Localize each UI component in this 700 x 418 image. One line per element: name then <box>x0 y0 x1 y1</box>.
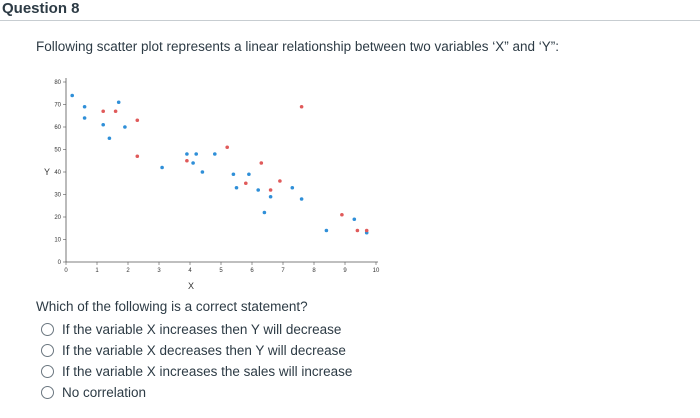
answer-option-label: If the variable X increases then Y will … <box>62 322 342 337</box>
scatter-point <box>256 188 260 192</box>
question-title: Question 8 <box>2 0 80 17</box>
scatter-point <box>123 125 127 129</box>
y-axis-label: Y <box>44 167 50 177</box>
answer-options: If the variable X increases then Y will … <box>41 319 352 403</box>
scatter-point <box>278 179 282 183</box>
scatter-point <box>268 194 273 199</box>
scatter-point <box>324 228 329 233</box>
x-tick-label: 3 <box>157 268 161 274</box>
scatter-point <box>352 217 357 222</box>
scatter-point <box>340 212 344 217</box>
x-tick-label: 8 <box>312 268 316 274</box>
scatter-point <box>191 161 195 165</box>
y-tick-label: 70 <box>54 103 61 109</box>
y-tick-label: 40 <box>54 170 61 176</box>
radio-button-icon[interactable] <box>41 323 54 336</box>
scatter-plot: 0 10 20 30 40 50 60 70 80 0 1 2 3 4 5 6 7 8 9 10 Y X <box>44 78 380 291</box>
scatter-point <box>225 145 229 150</box>
scatter-point <box>107 136 112 141</box>
scatter-point <box>135 154 140 159</box>
scatter-point <box>160 165 164 170</box>
x-axis-label: X <box>188 281 194 291</box>
scatter-point <box>116 100 121 105</box>
question-header: Question 8 <box>0 0 700 21</box>
scatter-point <box>82 104 87 109</box>
x-tick-label: 10 <box>373 268 380 274</box>
scatter-point <box>101 109 105 114</box>
x-tick-label: 5 <box>219 268 223 274</box>
scatter-point <box>234 185 239 190</box>
radio-button-icon[interactable] <box>41 365 54 378</box>
scatter-point <box>82 116 87 120</box>
x-tick-label: 0 <box>64 268 68 274</box>
y-tick-label: 20 <box>54 215 61 221</box>
scatter-point <box>247 172 251 177</box>
answer-option-label: If the variable X increases the sales wi… <box>62 364 353 379</box>
radio-button-icon[interactable] <box>41 386 54 399</box>
scatter-point <box>299 104 304 109</box>
answer-option-1[interactable]: If the variable X increases then Y will … <box>41 319 352 340</box>
scatter-point <box>185 158 189 163</box>
answer-option-4[interactable]: No correlation <box>41 382 352 403</box>
scatter-point <box>113 109 118 114</box>
x-tick-label: 6 <box>250 268 254 274</box>
answer-option-label: No correlation <box>62 385 147 400</box>
scatter-point <box>244 181 248 186</box>
x-tick-label: 2 <box>126 268 130 274</box>
scatter-point <box>262 210 267 215</box>
radio-button-icon[interactable] <box>41 344 54 357</box>
question-prompt: Following scatter plot represents a line… <box>36 39 560 54</box>
y-tick-label: 10 <box>54 238 61 244</box>
x-tick-label: 7 <box>281 268 285 274</box>
scatter-point <box>213 152 217 156</box>
scatter-point <box>185 152 189 156</box>
answer-option-label: If the variable X decreases then Y will … <box>62 343 346 358</box>
scatter-point <box>231 172 236 177</box>
scatter-point <box>194 152 198 156</box>
x-tick-label: 9 <box>343 268 347 274</box>
answer-option-3[interactable]: If the variable X increases the sales wi… <box>41 361 352 382</box>
scatter-point <box>70 93 74 98</box>
scatter-point <box>364 228 369 233</box>
y-tick-label: 50 <box>54 148 61 154</box>
scatter-point <box>268 188 273 192</box>
scatter-point <box>200 170 205 174</box>
y-tick-label: 0 <box>58 260 62 266</box>
y-tick-label: 80 <box>54 80 61 86</box>
scatter-point <box>135 118 140 123</box>
y-tick-label: 60 <box>54 125 61 131</box>
scatter-point <box>259 161 264 165</box>
x-tick-label: 1 <box>95 268 99 274</box>
scatter-point <box>355 228 360 233</box>
answer-option-2[interactable]: If the variable X decreases then Y will … <box>41 340 352 361</box>
scatter-point <box>101 122 105 127</box>
x-tick-label: 4 <box>188 268 192 274</box>
scatter-point <box>299 197 304 201</box>
y-tick-label: 30 <box>54 193 61 199</box>
scatter-point <box>290 185 295 190</box>
question-text: Which of the following is a correct stat… <box>36 299 308 314</box>
